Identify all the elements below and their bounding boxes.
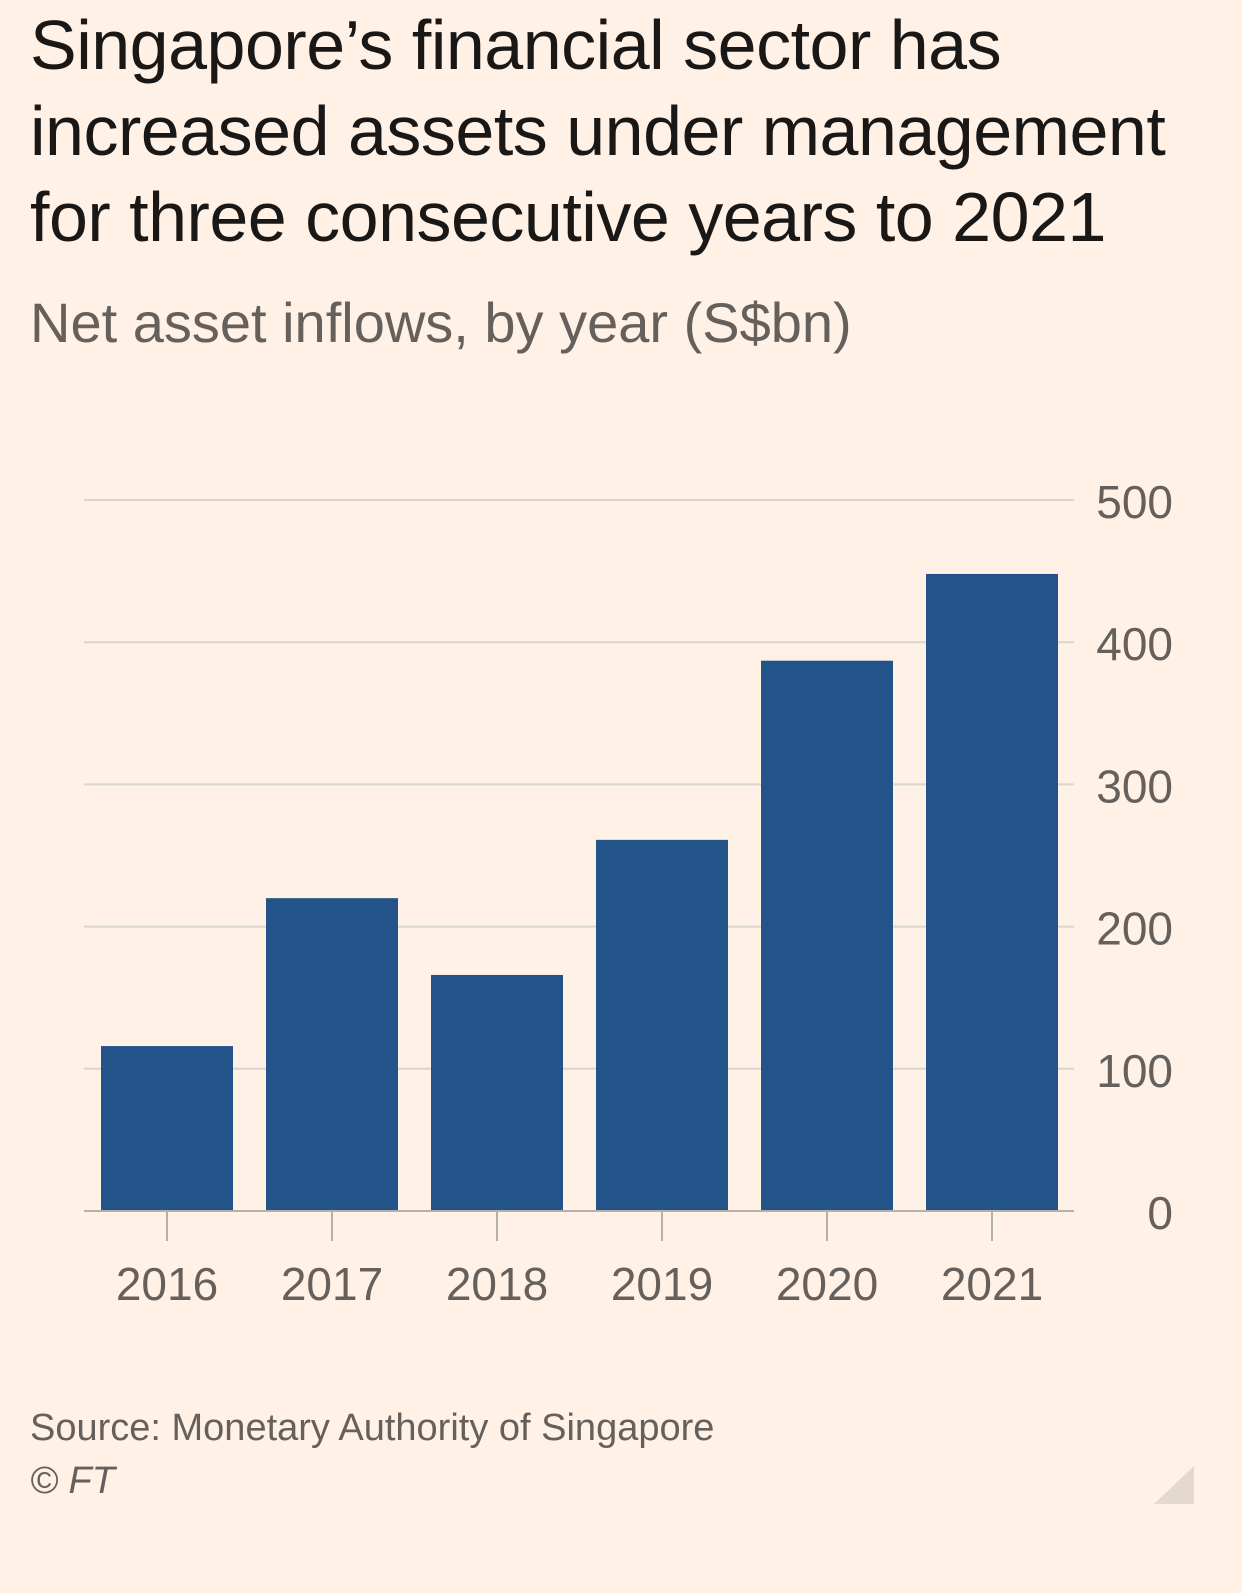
y-tick-label-300: 300 bbox=[1096, 760, 1173, 812]
x-tick-label-2021: 2021 bbox=[941, 1258, 1043, 1310]
x-tick-label-2017: 2017 bbox=[281, 1258, 383, 1310]
ft-corner-mark-icon bbox=[1154, 1466, 1194, 1504]
bar-2021 bbox=[926, 573, 1058, 1211]
bar-2018 bbox=[431, 974, 563, 1211]
y-tick-label-500: 500 bbox=[1096, 476, 1173, 528]
chart-subtitle: Net asset inflows, by year (S$bn) bbox=[30, 291, 852, 354]
bar-2016 bbox=[101, 1046, 233, 1211]
y-tick-label-100: 100 bbox=[1096, 1045, 1173, 1097]
bar-2019 bbox=[596, 839, 728, 1211]
bar-2020 bbox=[761, 660, 893, 1211]
y-tick-label-200: 200 bbox=[1096, 903, 1173, 955]
bar-chart: 0 100 200 300 400 500 2016 2017 2018 2019 2020 2021 bbox=[84, 476, 1173, 1310]
source-note: Source: Monetary Authority of Singapore bbox=[30, 1407, 715, 1449]
x-tick-label-2019: 2019 bbox=[611, 1258, 713, 1310]
chart-title: Singapore’s financial sector has increas… bbox=[30, 6, 1166, 256]
copyright-note: © FT bbox=[30, 1460, 115, 1502]
x-tick-label-2018: 2018 bbox=[446, 1258, 548, 1310]
x-tick-label-2016: 2016 bbox=[116, 1258, 218, 1310]
y-tick-label-0: 0 bbox=[1147, 1187, 1173, 1239]
x-tick-label-2020: 2020 bbox=[776, 1258, 878, 1310]
y-tick-label-400: 400 bbox=[1096, 618, 1173, 670]
bar-2017 bbox=[266, 898, 398, 1211]
